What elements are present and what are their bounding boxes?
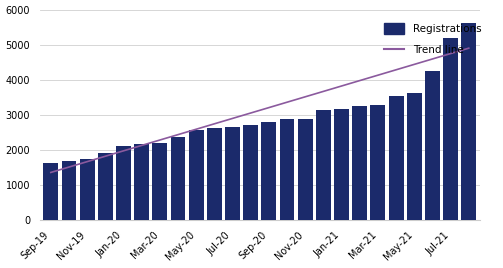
Bar bbox=[243, 125, 258, 220]
Bar bbox=[370, 105, 385, 220]
Bar bbox=[116, 147, 131, 220]
Bar bbox=[189, 130, 204, 220]
Bar bbox=[98, 154, 113, 220]
Bar bbox=[389, 96, 403, 220]
Bar bbox=[443, 38, 458, 220]
Bar bbox=[207, 128, 222, 220]
Bar bbox=[334, 109, 349, 220]
Bar bbox=[316, 110, 331, 220]
Bar bbox=[407, 93, 422, 220]
Bar bbox=[134, 144, 149, 220]
Bar bbox=[262, 122, 276, 220]
Bar bbox=[280, 120, 294, 220]
Bar bbox=[461, 23, 476, 220]
Bar bbox=[152, 143, 167, 220]
Bar bbox=[225, 127, 240, 220]
Bar bbox=[61, 161, 76, 220]
Bar bbox=[298, 119, 313, 220]
Bar bbox=[79, 159, 95, 220]
Bar bbox=[352, 106, 367, 220]
Bar bbox=[43, 163, 58, 220]
Legend: Registrations, Trend line: Registrations, Trend line bbox=[379, 19, 485, 59]
Bar bbox=[425, 71, 440, 220]
Bar bbox=[171, 137, 186, 220]
